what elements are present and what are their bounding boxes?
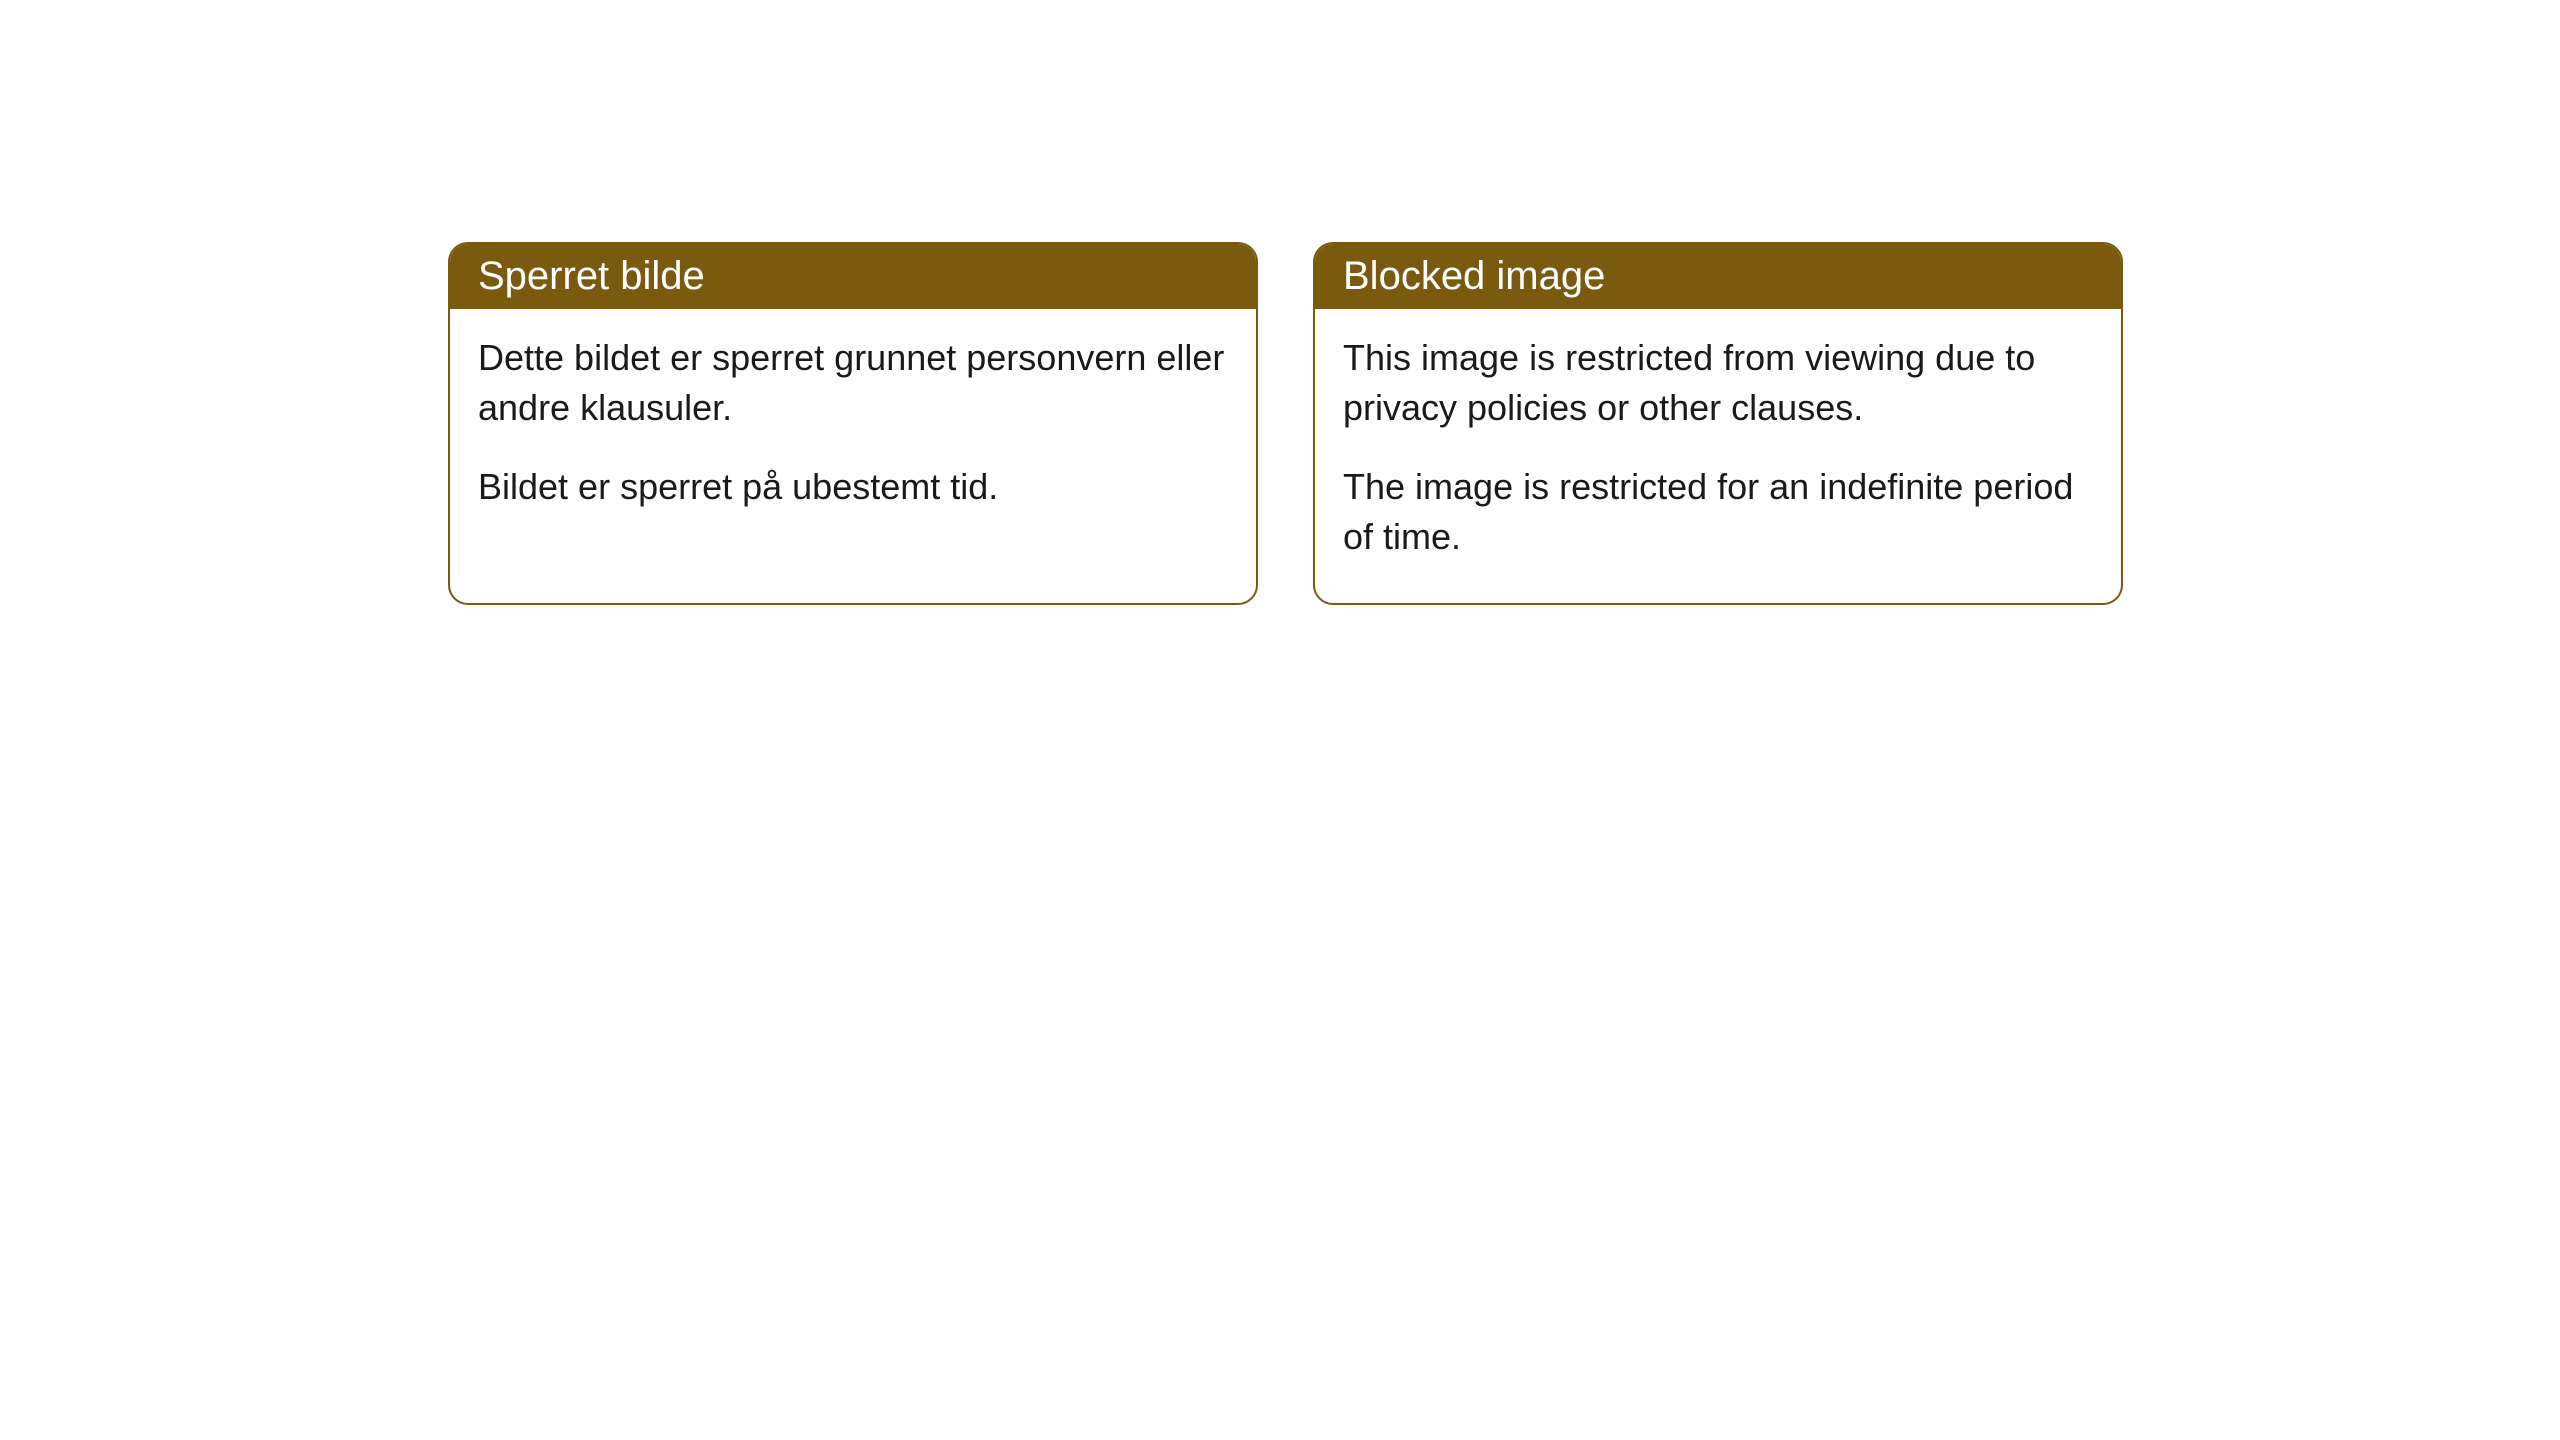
card-paragraph-2-english: The image is restricted for an indefinit…	[1343, 462, 2093, 563]
card-english: Blocked image This image is restricted f…	[1313, 242, 2123, 605]
card-paragraph-2-norwegian: Bildet er sperret på ubestemt tid.	[478, 462, 1228, 512]
card-paragraph-1-english: This image is restricted from viewing du…	[1343, 333, 2093, 434]
card-header-english: Blocked image	[1315, 244, 2121, 309]
card-norwegian: Sperret bilde Dette bildet er sperret gr…	[448, 242, 1258, 605]
card-paragraph-1-norwegian: Dette bildet er sperret grunnet personve…	[478, 333, 1228, 434]
card-body-english: This image is restricted from viewing du…	[1315, 309, 2121, 603]
card-header-norwegian: Sperret bilde	[450, 244, 1256, 309]
cards-container: Sperret bilde Dette bildet er sperret gr…	[448, 242, 2123, 605]
card-body-norwegian: Dette bildet er sperret grunnet personve…	[450, 309, 1256, 552]
